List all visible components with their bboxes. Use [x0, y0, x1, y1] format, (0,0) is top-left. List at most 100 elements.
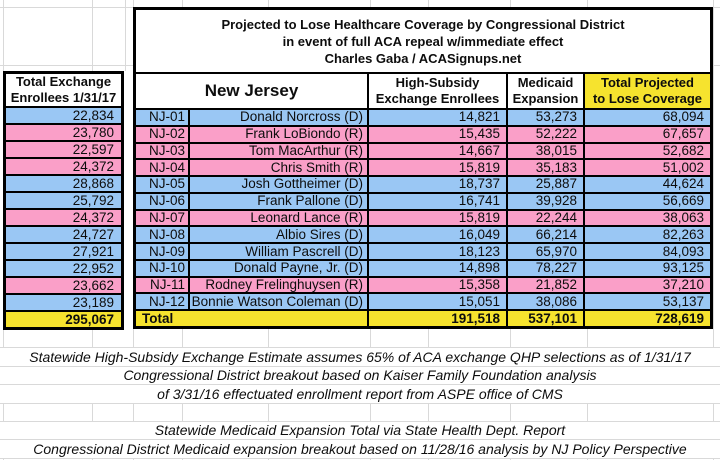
high-subsidy-header[interactable]: High-Subsidy Exchange Enrollees: [369, 74, 508, 108]
medicaid-expansion-cell[interactable]: 39,928: [508, 194, 585, 209]
representative-cell[interactable]: Leonard Lance (R): [190, 211, 369, 226]
exchange-enrollees-cell[interactable]: 22,952: [6, 261, 121, 278]
total-coverage-cell[interactable]: 84,093: [662, 243, 704, 259]
footnote-exchange-line1: Statewide High-Subsidy Exchange Estimate…: [0, 348, 720, 367]
exchange-enrollees-cell[interactable]: 24,372: [6, 159, 121, 176]
high-subsidy-cell[interactable]: 16,049: [369, 227, 508, 243]
representative-cell[interactable]: Frank LoBiondo (R): [190, 127, 369, 142]
representative-cell[interactable]: Donald Norcross (D): [190, 110, 369, 125]
medicaid-expansion-cell[interactable]: 38,086: [508, 294, 585, 310]
medicaid-expansion-cell[interactable]: 21,852: [508, 278, 585, 293]
total-coverage-cell[interactable]: 56,669: [662, 193, 704, 209]
table-row: NJ-08 Albio Sires (D) 16,049 66,214 82,263: [136, 226, 710, 245]
high-subsidy-cell[interactable]: 14,667: [369, 144, 508, 159]
high-subsidy-cell[interactable]: 16,741: [369, 194, 508, 209]
medicaid-expansion-cell[interactable]: 35,183: [508, 160, 585, 176]
high-subsidy-cell[interactable]: 15,051: [369, 294, 508, 310]
footnote-medicaid-group: Statewide Medicaid Expansion Total via S…: [0, 420, 720, 459]
state-header[interactable]: New Jersey: [136, 74, 369, 108]
medicaid-expansion-cell[interactable]: 22,244: [508, 211, 585, 226]
representative-cell[interactable]: Josh Gottheimer (D): [190, 177, 369, 192]
table-row: NJ-05 Josh Gottheimer (D) 18,737 25,887 44,6…: [136, 177, 710, 194]
total-label-cell[interactable]: Total: [136, 311, 369, 326]
total-coverage-cell[interactable]: 44,624: [662, 176, 704, 192]
representative-cell[interactable]: Bonnie Watson Coleman (D): [190, 294, 369, 310]
representative-cell[interactable]: Albio Sires (D): [190, 227, 369, 243]
total-coverage-cell[interactable]: 52,682: [662, 142, 704, 158]
total-coverage-cell[interactable]: 82,263: [662, 226, 704, 242]
table-row: NJ-12 Bonnie Watson Coleman (D) 15,051 38,0…: [136, 293, 710, 312]
high-subsidy-cell[interactable]: 15,819: [369, 160, 508, 176]
medicaid-expansion-cell[interactable]: 53,273: [508, 110, 585, 125]
high-subsidy-cell[interactable]: 14,898: [369, 261, 508, 276]
exchange-enrollees-cell[interactable]: 22,597: [6, 142, 121, 159]
exchange-enrollees-cell[interactable]: 28,868: [6, 176, 121, 193]
high-subsidy-cell[interactable]: 15,435: [369, 127, 508, 142]
coverage-table: Projected to Lose Healthcare Coverage by…: [133, 7, 713, 329]
total-medicaid-cell[interactable]: 537,101: [508, 311, 585, 326]
exchange-enrollees-total-cell[interactable]: 295,067: [6, 312, 121, 327]
table-row: NJ-09 William Pascrell (D) 18,123 65,970 84,…: [136, 244, 710, 261]
district-cell[interactable]: NJ-03: [136, 144, 190, 159]
total-coverage-cell[interactable]: 51,002: [662, 159, 704, 175]
exchange-enrollees-cell[interactable]: 23,780: [6, 125, 121, 142]
representative-cell[interactable]: Rodney Frelinghuysen (R): [190, 278, 369, 293]
district-cell[interactable]: NJ-09: [136, 244, 190, 259]
total-coverage-cell[interactable]: 53,137: [662, 293, 704, 309]
total-coverage-cell[interactable]: 38,063: [662, 209, 704, 225]
high-subsidy-cell[interactable]: 14,821: [369, 110, 508, 125]
district-cell[interactable]: NJ-05: [136, 177, 190, 192]
representative-cell[interactable]: Chris Smith (R): [190, 160, 369, 176]
medicaid-expansion-cell[interactable]: 65,970: [508, 244, 585, 259]
medicaid-expansion-cell[interactable]: 78,227: [508, 261, 585, 276]
total-coverage-header-line2: to Lose Coverage: [592, 91, 703, 106]
high-subsidy-cell[interactable]: 15,819: [369, 211, 508, 226]
table-row: NJ-04 Chris Smith (R) 15,819 35,183 51,002: [136, 159, 710, 178]
table-row: NJ-06 Frank Pallone (D) 16,741 39,928 56,669: [136, 194, 710, 211]
exchange-enrollees-cell[interactable]: 24,372: [6, 210, 121, 227]
medicaid-expansion-cell[interactable]: 66,214: [508, 227, 585, 243]
exchange-enrollees-header[interactable]: Total Exchange Enrollees 1/31/17: [6, 74, 121, 108]
total-coverage-cell[interactable]: 68,094: [662, 109, 704, 125]
total-row: Total 191,518 537,101 728,619: [136, 311, 710, 326]
district-cell[interactable]: NJ-01: [136, 110, 190, 125]
total-coverage-cell[interactable]: 93,125: [662, 260, 704, 276]
district-cell[interactable]: NJ-06: [136, 194, 190, 209]
gridline: [125, 0, 126, 71]
representative-cell[interactable]: Tom MacArthur (R): [190, 144, 369, 159]
high-subsidy-cell[interactable]: 18,737: [369, 177, 508, 192]
total-high-subsidy-cell[interactable]: 191,518: [369, 311, 508, 326]
district-cell[interactable]: NJ-12: [136, 294, 190, 310]
district-cell[interactable]: NJ-08: [136, 227, 190, 243]
representative-cell[interactable]: Frank Pallone (D): [190, 194, 369, 209]
medicaid-expansion-cell[interactable]: 38,015: [508, 144, 585, 159]
total-coverage-total-cell[interactable]: 728,619: [655, 310, 704, 326]
district-cell[interactable]: NJ-07: [136, 211, 190, 226]
exchange-enrollees-cell[interactable]: 22,834: [6, 108, 121, 125]
medicaid-header[interactable]: Medicaid Expansion: [508, 74, 585, 108]
high-subsidy-cell[interactable]: 18,123: [369, 244, 508, 259]
title-line-2: in event of full ACA repeal w/immediate …: [282, 33, 564, 49]
table-row: NJ-02 Frank LoBiondo (R) 15,435 52,222 67,65…: [136, 127, 710, 144]
exchange-enrollees-cells: 22,834 23,780 22,597 24,372 28,868 25,792 24,3…: [6, 108, 121, 327]
representative-cell[interactable]: Donald Payne, Jr. (D): [190, 261, 369, 276]
total-coverage-cell[interactable]: 37,210: [662, 277, 704, 293]
district-cell[interactable]: NJ-11: [136, 278, 190, 293]
total-coverage-cell[interactable]: 67,657: [662, 126, 704, 142]
exchange-enrollees-header-line1: Total Exchange: [15, 74, 112, 89]
exchange-enrollees-cell[interactable]: 27,921: [6, 244, 121, 261]
exchange-enrollees-cell[interactable]: 24,727: [6, 227, 121, 244]
footnote-medicaid-line2: Congressional District Medicaid expansio…: [0, 440, 720, 459]
table-title: Projected to Lose Healthcare Coverage by…: [136, 10, 710, 74]
medicaid-expansion-cell[interactable]: 52,222: [508, 127, 585, 142]
medicaid-expansion-cell[interactable]: 25,887: [508, 177, 585, 192]
representative-cell[interactable]: William Pascrell (D): [190, 244, 369, 259]
exchange-enrollees-cell[interactable]: 23,189: [6, 295, 121, 312]
district-cell[interactable]: NJ-04: [136, 160, 190, 176]
district-cell[interactable]: NJ-10: [136, 261, 190, 276]
exchange-enrollees-cell[interactable]: 23,662: [6, 278, 121, 295]
district-cell[interactable]: NJ-02: [136, 127, 190, 142]
exchange-enrollees-cell[interactable]: 25,792: [6, 193, 121, 210]
total-coverage-header[interactable]: Total Projected to Lose Coverage: [585, 74, 710, 108]
high-subsidy-cell[interactable]: 15,358: [369, 278, 508, 293]
